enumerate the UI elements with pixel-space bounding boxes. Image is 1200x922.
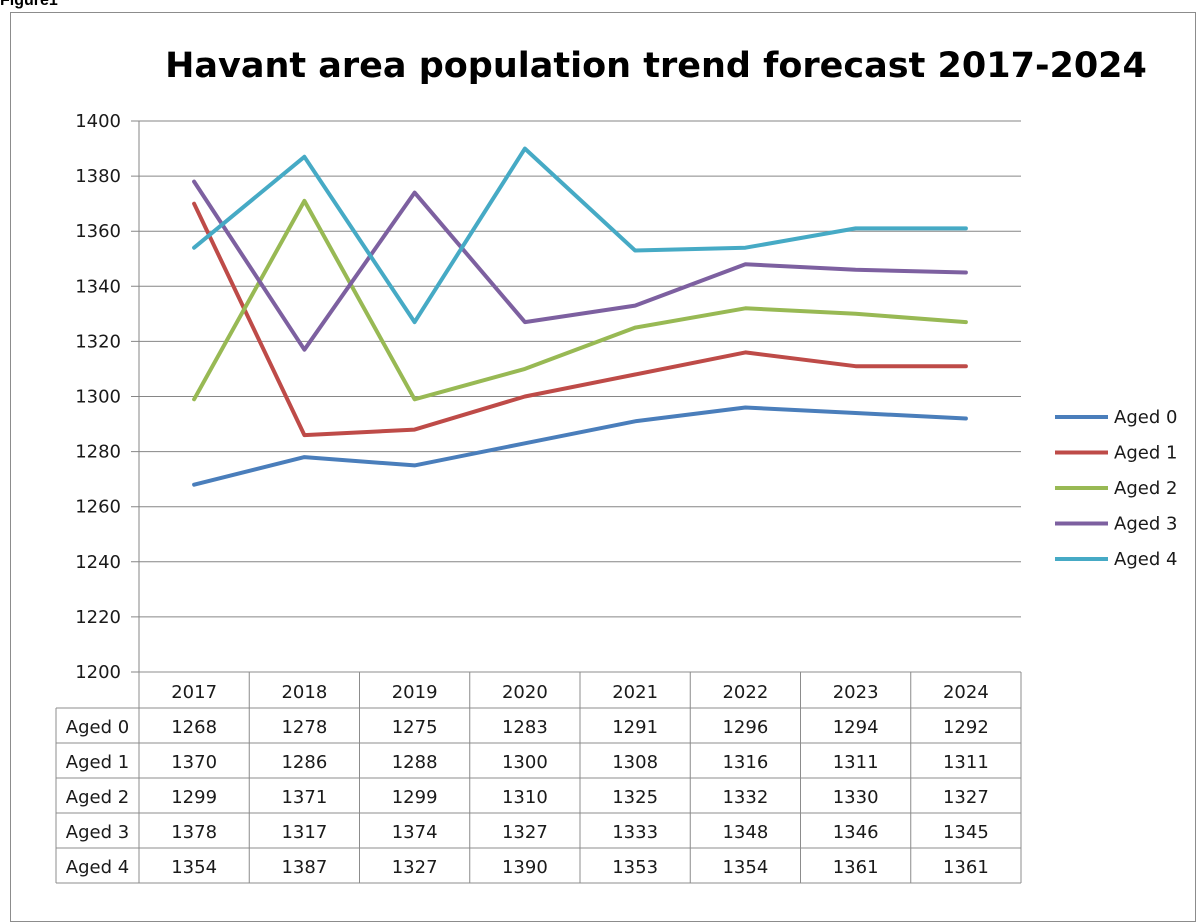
x-tick-label: 2023 xyxy=(833,682,879,703)
y-tick-label: 1380 xyxy=(75,166,121,187)
table-row-label: Aged 0 xyxy=(66,717,129,738)
x-tick-label: 2024 xyxy=(943,682,989,703)
legend-label: Aged 3 xyxy=(1114,514,1177,535)
table-cell: 1292 xyxy=(943,717,989,738)
y-tick-label: 1240 xyxy=(75,552,121,573)
table-cell: 1387 xyxy=(281,857,327,878)
table-cell: 1361 xyxy=(833,857,879,878)
table-row-label: Aged 1 xyxy=(66,752,129,773)
legend-label: Aged 0 xyxy=(1114,407,1177,428)
table-cell: 1390 xyxy=(502,857,548,878)
series-line xyxy=(192,198,968,402)
y-tick-label: 1360 xyxy=(75,221,121,242)
table-cell: 1299 xyxy=(392,787,438,808)
x-tick-label: 2018 xyxy=(281,682,327,703)
table-cell: 1348 xyxy=(722,822,768,843)
y-tick-label: 1280 xyxy=(75,442,121,463)
table-cell: 1371 xyxy=(281,787,327,808)
legend-label: Aged 2 xyxy=(1114,478,1177,499)
table-cell: 1327 xyxy=(502,822,548,843)
table-cell: 1332 xyxy=(722,787,768,808)
x-tick-label: 2022 xyxy=(722,682,768,703)
x-tick-label: 2019 xyxy=(392,682,438,703)
y-tick-label: 1200 xyxy=(75,662,121,683)
table-cell: 1353 xyxy=(612,857,658,878)
legend-label: Aged 4 xyxy=(1114,549,1177,570)
table-cell: 1345 xyxy=(943,822,989,843)
table-row-label: Aged 2 xyxy=(66,787,129,808)
table-cell: 1311 xyxy=(943,752,989,773)
table-cell: 1299 xyxy=(171,787,217,808)
table-row-label: Aged 4 xyxy=(66,857,129,878)
series-line xyxy=(192,179,968,352)
y-tick-label: 1260 xyxy=(75,497,121,518)
x-tick-label: 2017 xyxy=(171,682,217,703)
figure-label: Figure1 xyxy=(0,0,58,9)
table-cell: 1325 xyxy=(612,787,658,808)
table-cell: 1268 xyxy=(171,717,217,738)
y-tick-label: 1400 xyxy=(75,111,121,132)
table-cell: 1291 xyxy=(612,717,658,738)
table-cell: 1283 xyxy=(502,717,548,738)
table-cell: 1311 xyxy=(833,752,879,773)
y-tick-label: 1220 xyxy=(75,607,121,628)
table-cell: 1378 xyxy=(171,822,217,843)
chart-title: Havant area population trend forecast 20… xyxy=(165,46,1147,86)
table-cell: 1310 xyxy=(502,787,548,808)
legend-label: Aged 1 xyxy=(1114,443,1177,464)
table-cell: 1327 xyxy=(943,787,989,808)
table-cell: 1333 xyxy=(612,822,658,843)
y-tick-label: 1340 xyxy=(75,276,121,297)
table-cell: 1354 xyxy=(722,857,768,878)
table-cell: 1294 xyxy=(833,717,879,738)
table-cell: 1275 xyxy=(392,717,438,738)
table-cell: 1374 xyxy=(392,822,438,843)
table-cell: 1354 xyxy=(171,857,217,878)
table-cell: 1346 xyxy=(833,822,879,843)
table-row-label: Aged 3 xyxy=(66,822,129,843)
series-line xyxy=(192,405,968,487)
table-cell: 1327 xyxy=(392,857,438,878)
series-line xyxy=(192,146,968,325)
series-line xyxy=(192,201,968,438)
table-cell: 1278 xyxy=(281,717,327,738)
x-tick-label: 2021 xyxy=(612,682,658,703)
table-cell: 1300 xyxy=(502,752,548,773)
table-cell: 1296 xyxy=(722,717,768,738)
table-cell: 1288 xyxy=(392,752,438,773)
table-cell: 1361 xyxy=(943,857,989,878)
table-cell: 1370 xyxy=(171,752,217,773)
table-cell: 1286 xyxy=(281,752,327,773)
y-tick-label: 1320 xyxy=(75,331,121,352)
table-cell: 1308 xyxy=(612,752,658,773)
table-cell: 1317 xyxy=(281,822,327,843)
y-tick-label: 1300 xyxy=(75,387,121,408)
table-cell: 1330 xyxy=(833,787,879,808)
x-tick-label: 2020 xyxy=(502,682,548,703)
table-cell: 1316 xyxy=(722,752,768,773)
